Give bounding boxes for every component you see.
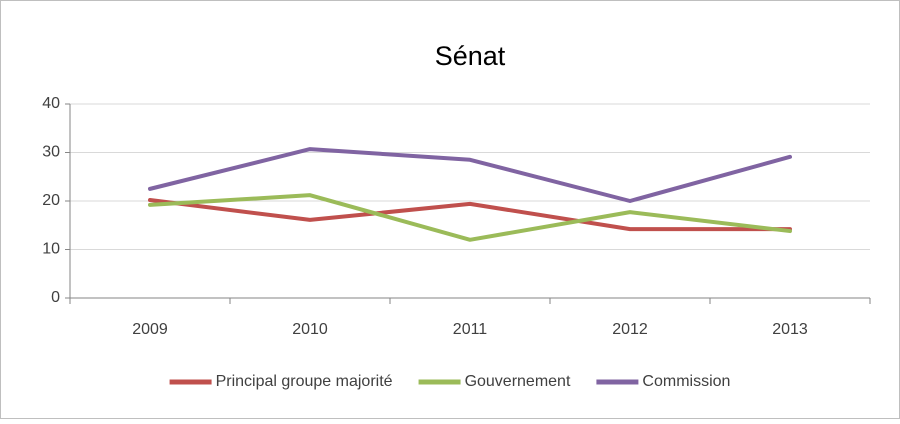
x-tick-label: 2010 — [292, 321, 328, 338]
series-line — [148, 198, 792, 232]
x-tick-label: 2009 — [132, 321, 168, 338]
chart-title: Sénat — [435, 41, 506, 71]
y-tick-label: 0 — [51, 289, 60, 306]
y-tick-label: 30 — [42, 144, 60, 161]
x-tick-label: 2013 — [772, 321, 808, 338]
legend-label: Gouvernement — [465, 373, 571, 390]
y-tick-label: 10 — [42, 241, 60, 258]
legend-label: Commission — [642, 373, 730, 390]
y-tick-label: 20 — [42, 192, 60, 209]
x-tick-label: 2011 — [453, 321, 488, 338]
x-tick-label: 2012 — [612, 321, 648, 338]
series-line — [148, 193, 792, 242]
y-tick-label: 40 — [42, 95, 60, 112]
series-line — [148, 147, 792, 203]
legend-label: Principal groupe majorité — [216, 373, 393, 390]
